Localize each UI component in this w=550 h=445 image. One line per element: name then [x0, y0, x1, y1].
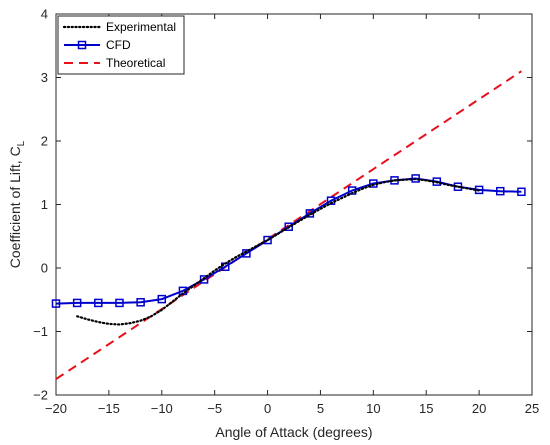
x-tick-label: −20: [45, 401, 67, 416]
cfd-point: [157, 294, 167, 304]
cfd-point: [284, 222, 293, 231]
x-tick-label: −15: [98, 401, 120, 416]
cfd-point: [51, 299, 61, 308]
legend-label: Experimental: [106, 20, 176, 34]
y-tick-label: 2: [41, 134, 48, 149]
cfd-point: [305, 209, 315, 218]
x-tick-label: 20: [472, 401, 486, 416]
y-tick-label: −1: [33, 324, 48, 339]
cfd-point: [136, 298, 145, 307]
y-axis-title-main: Coefficient of Lift, C: [7, 146, 23, 268]
x-tick-label: −10: [151, 401, 173, 416]
y-axis-title: Coefficient of Lift, CL: [7, 140, 27, 268]
legend-marker: [77, 40, 87, 50]
y-tick-label: 1: [41, 197, 48, 212]
y-tick-label: 3: [41, 70, 48, 85]
cfd-point: [94, 298, 103, 308]
y-tick-label: −2: [33, 388, 48, 403]
legend-label: Theoretical: [106, 56, 165, 70]
legend-label: CFD: [106, 38, 131, 52]
cfd-point: [517, 187, 526, 197]
legend: Experimental CFD Theoretical: [57, 15, 185, 75]
series-line-theoretical: [55, 70, 522, 380]
x-tick-label: 10: [366, 401, 380, 416]
y-axis-title-subscript: L: [16, 140, 27, 146]
y-tick-label: 4: [41, 7, 48, 22]
x-axis-title: Angle of Attack (degrees): [215, 424, 372, 440]
x-tick-label: −5: [207, 401, 222, 416]
x-tick-label: 15: [419, 401, 433, 416]
x-tick-label: 5: [317, 401, 324, 416]
series-line-experimental: [76, 177, 481, 326]
cfd-point: [496, 186, 505, 196]
x-tick-label: 0: [264, 401, 271, 416]
cfd-point: [263, 235, 272, 245]
cfd-point: [72, 298, 82, 308]
cfd-point: [115, 298, 124, 308]
y-tick-label: 0: [41, 261, 48, 276]
x-tick-label: 25: [525, 401, 539, 416]
series-layer: [51, 70, 526, 380]
